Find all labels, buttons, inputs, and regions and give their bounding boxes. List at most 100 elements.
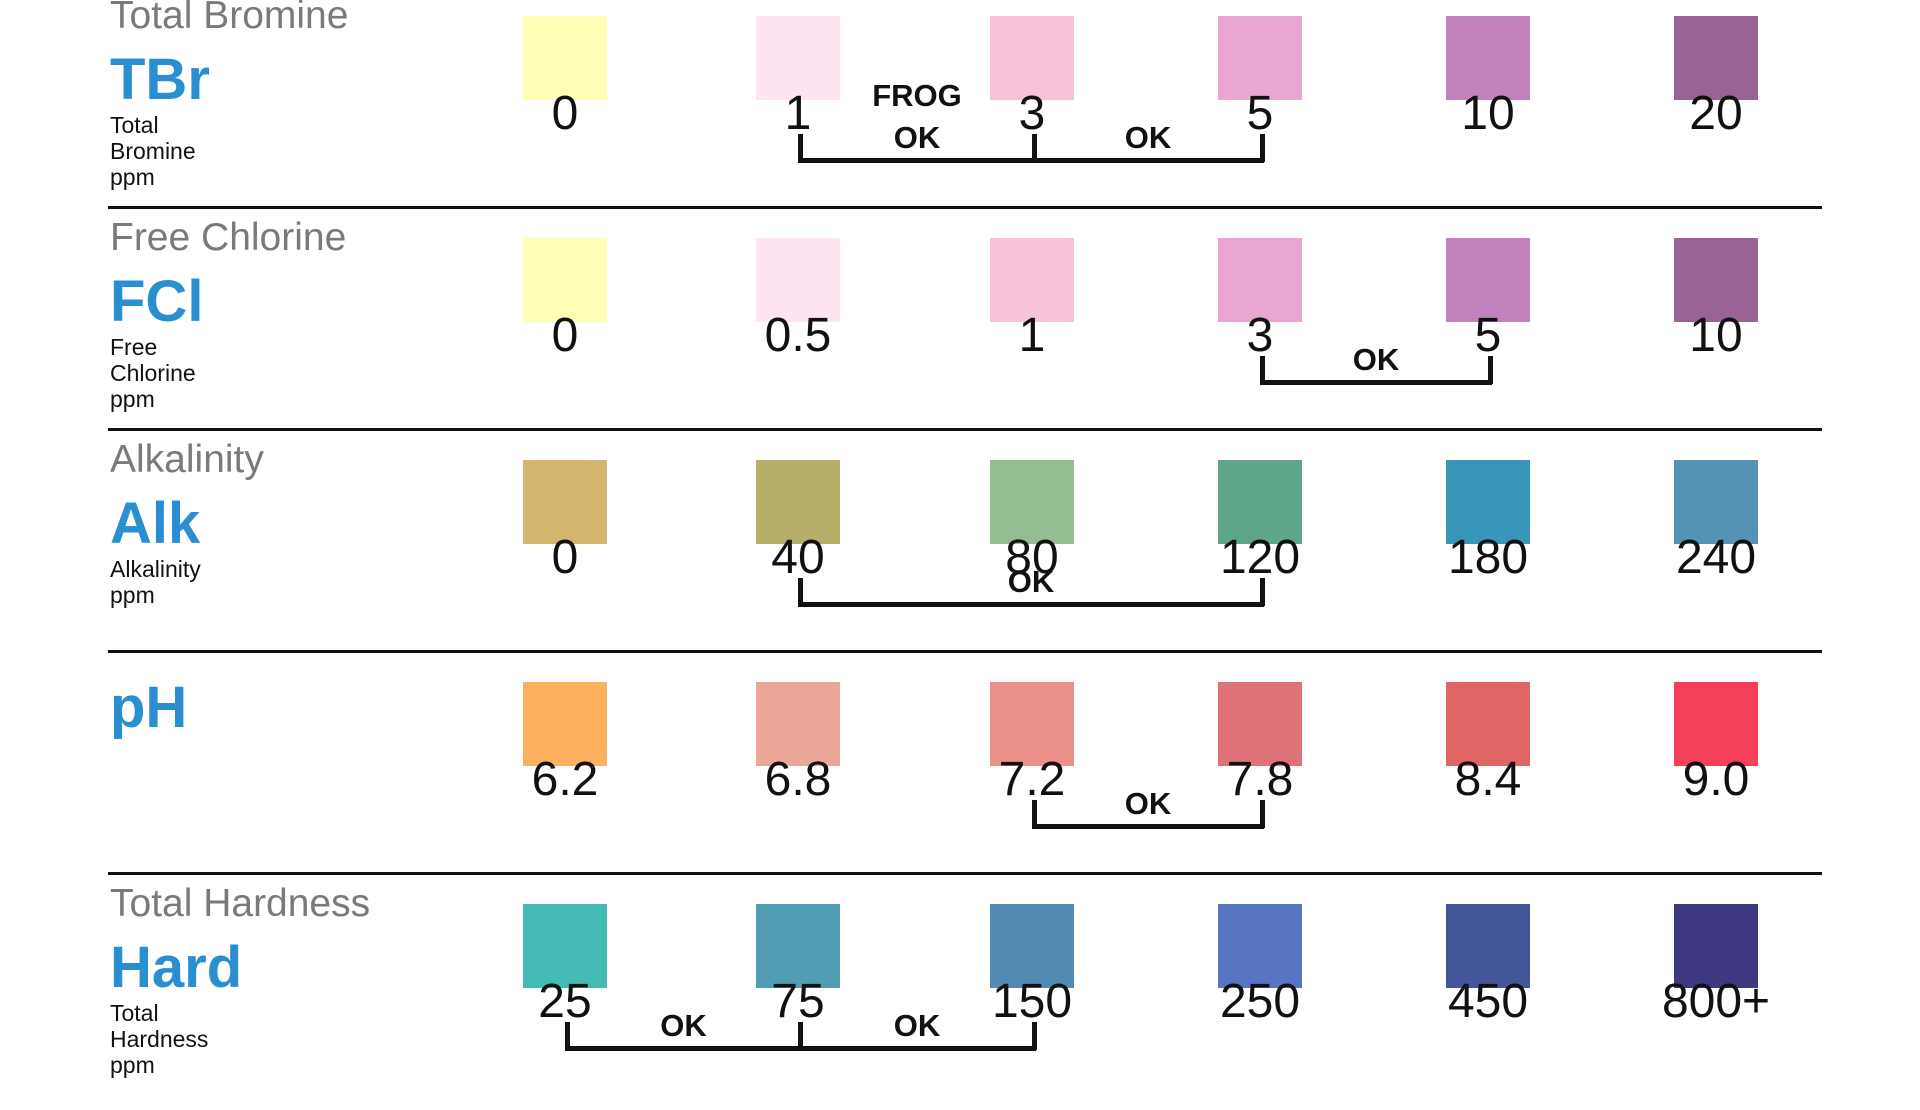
color-swatch — [1218, 460, 1302, 544]
description-line: Bromine — [110, 138, 196, 164]
row-title: Total Hardness — [110, 882, 371, 925]
row-description: Alkalinity ppm — [110, 556, 250, 608]
test-row: Alkalinity Alk Alkalinity ppm 0 40 80 120 180 240… — [0, 438, 1920, 666]
row-title: Alkalinity — [110, 438, 264, 481]
ok-range-bracket — [798, 158, 1036, 163]
color-swatch — [523, 16, 607, 100]
color-swatch — [756, 238, 840, 322]
ok-range-bracket — [565, 1046, 802, 1051]
row-divider — [108, 872, 1822, 875]
swatch-value: 0 — [551, 309, 579, 362]
swatch-value: 40 — [771, 531, 825, 584]
color-swatch — [1218, 904, 1302, 988]
swatch-value: 0 — [551, 531, 579, 584]
row-title: Total Bromine — [110, 0, 349, 37]
bracket-tick — [1260, 134, 1265, 162]
swatch-value: 6.2 — [531, 753, 599, 806]
swatch-value: 80 — [1005, 531, 1059, 584]
color-swatch — [756, 460, 840, 544]
color-swatch — [1446, 904, 1530, 988]
swatch-value: 20 — [1689, 87, 1743, 140]
color-swatch — [990, 904, 1074, 988]
swatch-value: 75 — [771, 975, 825, 1028]
row-description: Total Bromine ppm — [110, 112, 250, 190]
swatch-value: 240 — [1675, 531, 1757, 584]
bracket-tick — [798, 134, 803, 162]
color-swatch — [1218, 238, 1302, 322]
test-row: Total Hardness Hard Total Hardness ppm 25 75 15… — [0, 882, 1920, 1110]
swatch-value: 5 — [1246, 87, 1274, 140]
swatch-value: 6.8 — [764, 753, 832, 806]
row-abbreviation: TBr — [110, 47, 210, 112]
row-title: Free Chlorine — [110, 216, 347, 259]
color-swatch — [990, 460, 1074, 544]
color-swatch — [1674, 682, 1758, 766]
description-line: ppm — [110, 582, 155, 608]
bracket-tick — [1488, 356, 1493, 384]
ok-range-bracket — [1032, 824, 1264, 829]
description-line: Total — [110, 112, 159, 138]
bracket-tick — [1260, 356, 1265, 384]
color-swatch — [523, 682, 607, 766]
swatch-value: 250 — [1219, 975, 1301, 1028]
bracket-tick — [798, 578, 803, 606]
bracket-tick — [1032, 134, 1037, 162]
ok-label: OK — [893, 120, 941, 155]
ok-label: OK — [1007, 564, 1055, 599]
swatch-value: 450 — [1447, 975, 1529, 1028]
swatch-value: 9.0 — [1682, 753, 1750, 806]
swatch-value: 800+ — [1661, 975, 1771, 1028]
ok-range-bracket — [798, 1046, 1036, 1051]
color-swatch — [523, 238, 607, 322]
row-divider — [108, 206, 1822, 209]
swatch-value: 1 — [784, 87, 812, 140]
ok-range-bracket — [1260, 380, 1492, 385]
bracket-tick — [1260, 800, 1265, 828]
row-abbreviation: pH — [110, 675, 188, 740]
description-line: ppm — [110, 1052, 155, 1078]
swatch-value: 7.2 — [998, 753, 1066, 806]
color-swatch — [1446, 16, 1530, 100]
row-description: Free Chlorine ppm — [110, 334, 250, 412]
swatch-value: 0 — [551, 87, 579, 140]
swatch-value: 5 — [1474, 309, 1502, 362]
bracket-tick — [1260, 578, 1265, 606]
ok-range-bracket — [798, 602, 1264, 607]
bracket-tick — [565, 1022, 570, 1050]
color-swatch — [1446, 238, 1530, 322]
color-swatch — [1446, 460, 1530, 544]
swatch-value: 7.8 — [1226, 753, 1294, 806]
ok-label: OK — [893, 1008, 941, 1043]
description-line: Hardness — [110, 1026, 209, 1052]
test-row: pH 6.2 6.8 7.2 7.8 8.4 9.0 OK — [0, 666, 1920, 888]
color-swatch — [1674, 460, 1758, 544]
swatch-value: 3 — [1018, 87, 1046, 140]
swatch-value: 10 — [1689, 309, 1743, 362]
ok-range-bracket — [1032, 158, 1264, 163]
color-swatch — [756, 16, 840, 100]
test-row: Total Bromine TBr Total Bromine ppm 0 1 3 5 10 20 O… — [0, 0, 1920, 222]
description-line: ppm — [110, 386, 155, 412]
bracket-tick — [1032, 1022, 1037, 1050]
description-line: Alkalinity — [110, 556, 201, 582]
description-line: Total — [110, 1000, 159, 1026]
swatch-value: 25 — [538, 975, 592, 1028]
row-abbreviation: Alk — [110, 491, 201, 556]
color-swatch — [1218, 16, 1302, 100]
description-line: Free — [110, 334, 158, 360]
swatch-value: 8.4 — [1454, 753, 1522, 806]
ok-label: OK — [660, 1008, 707, 1043]
color-swatch — [1218, 682, 1302, 766]
color-swatch — [1674, 238, 1758, 322]
row-divider — [108, 428, 1822, 431]
swatch-value: 0.5 — [764, 309, 832, 362]
color-swatch — [1446, 682, 1530, 766]
description-line: Chlorine — [110, 360, 196, 386]
swatch-value: 120 — [1219, 531, 1301, 584]
swatch-value: 150 — [991, 975, 1073, 1028]
color-swatch — [990, 16, 1074, 100]
color-swatch — [756, 904, 840, 988]
color-swatch — [990, 238, 1074, 322]
test-row: Free Chlorine FCl Free Chlorine ppm 0 0.5 1 3 5 10… — [0, 216, 1920, 444]
swatch-value: 3 — [1246, 309, 1274, 362]
